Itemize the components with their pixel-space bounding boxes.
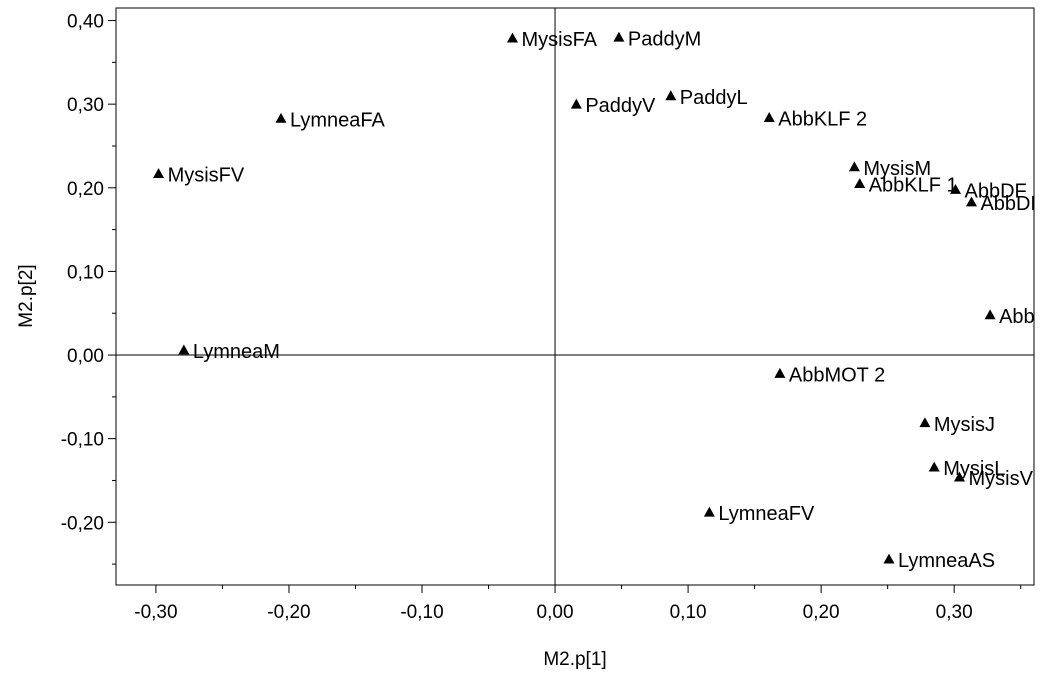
data-point: LymneaFA: [275, 109, 385, 131]
point-label: AbbMOT 2: [789, 364, 885, 386]
point-label: LymneaFV: [718, 503, 815, 525]
x-tick-label: 0,20: [803, 602, 840, 623]
data-point: AbbKLF 1: [854, 175, 958, 197]
point-label: PaddyV: [585, 95, 656, 117]
point-label: MysisM: [863, 158, 931, 180]
triangle-marker: [506, 32, 518, 43]
point-label: MysisV: [968, 468, 1033, 490]
triangle-marker: [178, 344, 190, 355]
triangle-marker: [703, 506, 715, 517]
triangle-marker: [774, 367, 786, 378]
data-point: MysisM: [848, 158, 931, 180]
point-label: AbbDF 2: [980, 193, 1059, 215]
y-tick-label: 0,30: [67, 95, 104, 116]
triangle-marker: [953, 471, 965, 482]
y-tick-label: -0,20: [61, 513, 104, 534]
y-axis-title: M2.p[2]: [16, 264, 37, 327]
triangle-marker: [965, 196, 977, 207]
triangle-marker: [153, 168, 165, 178]
y-tick-label: 0,10: [67, 262, 104, 283]
data-point: PaddyV: [570, 95, 656, 117]
x-tick-label: 0,00: [537, 602, 574, 623]
data-point: MysisV: [953, 468, 1034, 490]
data-point: AbbKLF 2: [763, 109, 867, 131]
triangle-marker: [665, 90, 677, 101]
x-tick-label: 0,30: [936, 602, 973, 623]
triangle-marker: [950, 183, 962, 194]
x-tick-label: 0,10: [670, 602, 707, 623]
point-label: MysisFV: [168, 165, 245, 187]
point-label: AbbDF 1: [965, 180, 1044, 202]
x-tick-label: -0,30: [134, 602, 177, 623]
triangle-marker: [613, 31, 625, 42]
y-tick-label: 0,40: [67, 12, 104, 33]
triangle-marker: [275, 112, 287, 123]
point-label: AbbKLF 1: [869, 175, 958, 197]
data-point: AbbDF 1: [950, 180, 1044, 202]
data-point: PaddyM: [613, 28, 701, 50]
triangle-marker: [763, 112, 775, 122]
x-tick-label: -0,20: [267, 602, 310, 623]
point-label: MysisFA: [521, 29, 597, 51]
y-tick-label: -0,10: [61, 430, 104, 451]
data-point: MysisJ: [919, 414, 995, 436]
triangle-marker: [854, 178, 866, 189]
data-point: AbbMOT 1: [984, 306, 1060, 328]
data-point: AbbDF 2: [965, 193, 1059, 215]
point-label: LymneaFA: [290, 109, 386, 131]
data-point: LymneaFV: [703, 503, 815, 525]
point-label: PaddyL: [680, 87, 748, 109]
x-tick-label: -0,10: [400, 602, 443, 623]
triangle-marker: [883, 553, 895, 564]
plot-frame: [115, 7, 1035, 586]
triangle-marker: [570, 98, 582, 109]
data-point: MysisFV: [153, 165, 245, 187]
triangle-marker: [928, 461, 940, 472]
point-label: AbbMOT 1: [999, 306, 1060, 328]
x-axis-title: M2.p[1]: [543, 649, 606, 670]
triangle-marker: [984, 309, 996, 320]
point-label: PaddyM: [628, 28, 701, 50]
data-point: LymneaAS: [883, 550, 995, 572]
y-tick-label: 0,20: [67, 179, 104, 200]
data-point: MysisFA: [506, 29, 598, 51]
y-tick-label: 0,00: [67, 346, 104, 367]
data-point: AbbMOT 2: [774, 364, 885, 386]
data-point: LymneaM: [178, 341, 280, 363]
point-label: MysisJ: [934, 414, 995, 436]
triangle-marker: [848, 161, 860, 172]
point-label: AbbKLF 2: [778, 109, 867, 131]
axes-layer: -0,30 -0,20 -0,10 0,00 0,10 0,20 0,30 -0,20 -0,1…: [61, 8, 1034, 623]
triangle-marker: [919, 417, 931, 428]
data-point: PaddyL: [665, 87, 748, 109]
point-label: LymneaM: [193, 341, 280, 363]
points-layer: MysisFA PaddyM PaddyV PaddyL AbbKLF 2 LymneaF…: [153, 28, 1060, 572]
point-label: LymneaAS: [898, 550, 995, 572]
